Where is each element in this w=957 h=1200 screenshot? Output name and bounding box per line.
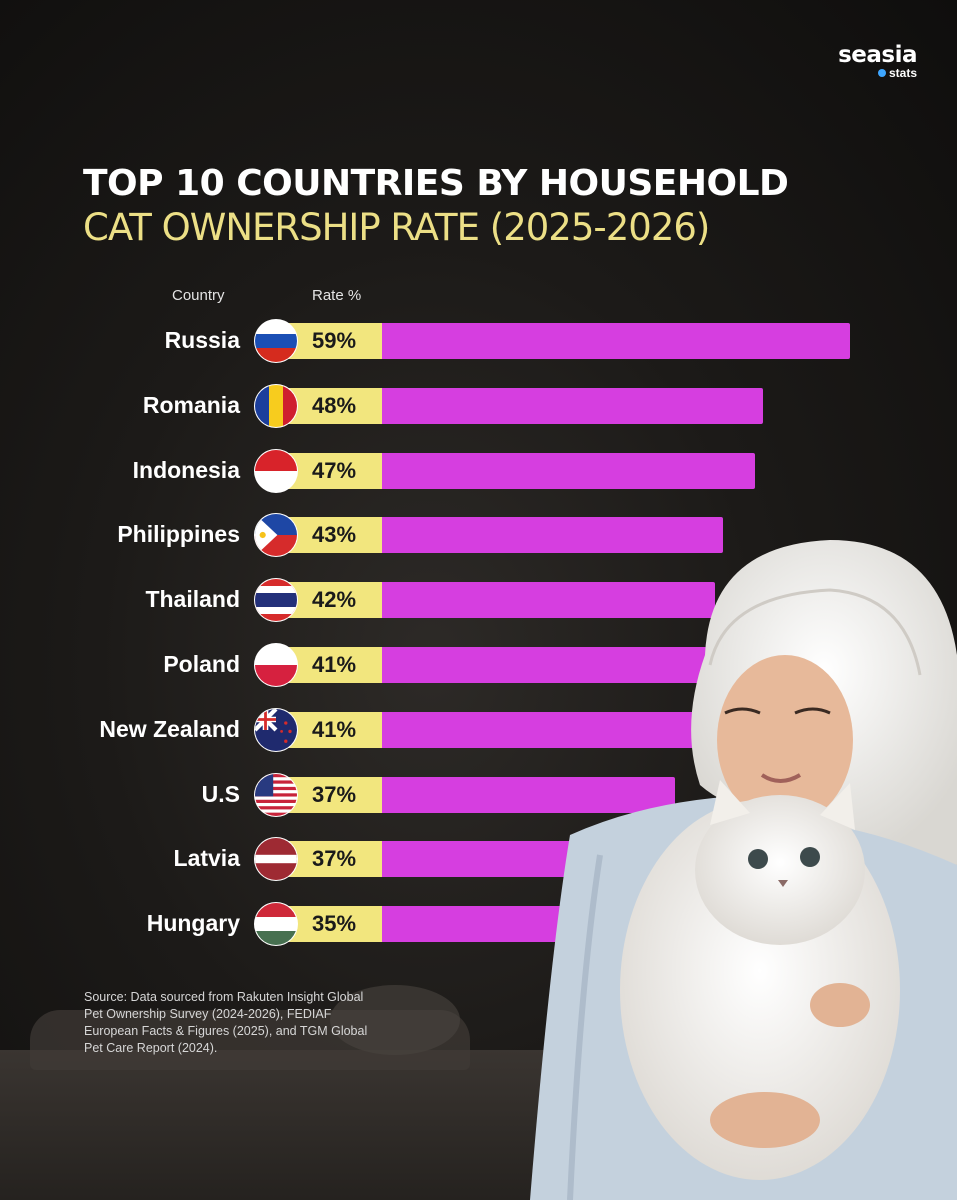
bar-row: Russia 59%	[0, 319, 957, 363]
woman-holding-cat-illustration	[530, 540, 957, 1200]
thailand-flag-icon	[254, 578, 298, 623]
us-flag-icon	[254, 772, 298, 817]
rate-value-label: 47%	[312, 457, 357, 483]
country-label: Romania	[142, 391, 240, 418]
bar-row: Thailand 42%	[0, 578, 957, 623]
bar	[382, 776, 676, 813]
bar-row: Poland 41%	[0, 643, 957, 687]
hungary-flag-icon	[254, 902, 298, 947]
chart-title: TOP 10 COUNTRIES BY HOUSEHOLD	[83, 163, 789, 204]
country-label: Thailand	[145, 586, 240, 613]
rate-value-label: 35%	[312, 911, 357, 937]
bar	[382, 387, 763, 424]
bar	[382, 711, 708, 748]
bar	[382, 452, 755, 489]
rate-value-label: 41%	[312, 716, 357, 742]
brand-logo: seasia stats	[838, 42, 917, 80]
new-zealand-flag-icon	[254, 707, 298, 752]
country-label: Indonesia	[132, 456, 240, 483]
cushion-silhouette	[330, 985, 460, 1055]
bar	[382, 647, 708, 683]
brand-sub-label: stats	[888, 66, 917, 80]
brand-name: seasia	[838, 42, 917, 68]
brand-sub: stats	[838, 66, 917, 80]
chart-subtitle: CAT OWNERSHIP RATE (2025-2026)	[83, 206, 710, 249]
rate-label-box: 35%	[278, 906, 382, 943]
bar-row: Philippines 43%	[0, 513, 957, 558]
bar-row: Romania 48%	[0, 383, 957, 428]
country-label: Philippines	[117, 521, 240, 548]
rate-value-label: 37%	[312, 781, 357, 807]
bar-row: U.S 37%	[0, 772, 957, 817]
rate-label-box: 42%	[278, 582, 382, 619]
rate-value-label: 59%	[312, 328, 357, 353]
bar	[382, 517, 724, 554]
woman-holding-cat-photo	[510, 535, 957, 1200]
rate-value-label: 37%	[312, 846, 357, 872]
bar-row: Indonesia 47%	[0, 448, 957, 493]
russia-flag-icon	[254, 319, 298, 363]
country-label: U.S	[201, 780, 240, 807]
country-label: New Zealand	[99, 715, 240, 742]
bar	[382, 582, 716, 619]
country-label: Latvia	[173, 845, 240, 872]
bar	[382, 323, 850, 359]
column-header-rate: Rate %	[312, 287, 362, 304]
latvia-flag-icon	[254, 837, 298, 882]
rate-value-label: 42%	[312, 587, 357, 613]
philippines-flag-icon	[254, 513, 298, 558]
romania-flag-icon	[254, 383, 298, 428]
rate-value-label: 48%	[312, 392, 357, 418]
rate-label-box: 47%	[278, 452, 382, 489]
source-note: Source: Data sourced from Rakuten Insigh…	[84, 990, 368, 1055]
bar-row: New Zealand 41%	[0, 707, 957, 752]
rate-value-label: 41%	[312, 652, 357, 677]
rate-value-label: 43%	[312, 522, 357, 548]
column-header-country: Country	[172, 287, 225, 304]
country-label: Poland	[163, 651, 240, 677]
poland-flag-icon	[254, 643, 298, 687]
country-label: Hungary	[146, 910, 240, 937]
indonesia-flag-icon	[254, 448, 298, 493]
country-label: Russia	[164, 327, 240, 353]
brand-dot-icon	[877, 69, 886, 77]
